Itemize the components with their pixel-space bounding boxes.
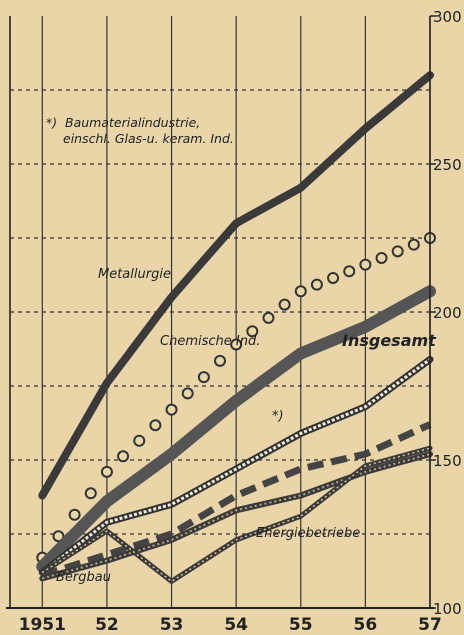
- series-line-1-point: [310, 278, 323, 291]
- series-line-0: [38, 71, 434, 500]
- series-line-3-inner: [41, 358, 431, 574]
- series-line-1-point: [278, 298, 291, 311]
- series-lines: [36, 71, 436, 584]
- x-tick-label: 54: [224, 615, 248, 635]
- x-tick-label: 56: [354, 615, 378, 635]
- series-line-1-point: [117, 450, 130, 463]
- label-bergbau: Bergbau: [56, 570, 111, 585]
- x-tick-label: 53: [160, 615, 184, 635]
- label-baumaterial: *): [272, 409, 284, 424]
- series-line-1-point: [181, 387, 194, 400]
- x-tick-label: 57: [418, 615, 442, 635]
- series-line-1-point: [149, 419, 162, 432]
- series-line-5-inner: [42, 453, 431, 580]
- series-line-4: [41, 421, 432, 579]
- axes: 100 150 200 250 300 1951 52 53 54 55 56 57: [6, 8, 462, 635]
- series-line-1-point: [294, 285, 307, 298]
- y-tick-label: 300: [433, 8, 462, 26]
- footnote-marker: *): [46, 115, 57, 130]
- series-line-1-point: [68, 508, 81, 521]
- series-line-1-point: [246, 325, 259, 338]
- y-tick-label: 250: [433, 156, 462, 174]
- series-line-1-point: [375, 251, 388, 264]
- series-line-1-point: [327, 271, 340, 284]
- x-tick-label: 55: [289, 615, 313, 635]
- series-line-1-point: [52, 530, 65, 543]
- series-line-2: [36, 285, 436, 573]
- footnote-line2: einschl. Glas-u. keram. Ind.: [63, 131, 234, 146]
- series-line-1-point: [343, 265, 356, 278]
- label-energiebetriebe: Energiebetriebe: [256, 526, 360, 541]
- y-tick-label: 200: [433, 304, 462, 322]
- label-insgesamt: Insgesamt: [342, 331, 437, 350]
- series-line-1-point: [165, 403, 178, 416]
- label-metallurgie: Metallurgie: [98, 267, 171, 282]
- x-tick-label: 52: [95, 615, 119, 635]
- series-line-1-point: [84, 487, 97, 500]
- y-tick-label: 100: [433, 600, 462, 618]
- series-line-1-point: [391, 245, 404, 258]
- series-line-1-point: [133, 434, 146, 447]
- series-line-6-inner: [41, 447, 431, 583]
- footnote-line1: Baumaterialindustrie,: [65, 115, 200, 130]
- series-line-1-point: [214, 354, 226, 367]
- series-line-1-point: [407, 238, 420, 251]
- x-tick-label: 1951: [19, 615, 66, 635]
- series-line-1-point: [197, 371, 210, 384]
- series-line-1-point: [230, 338, 243, 351]
- series-line-1-point: [359, 258, 372, 271]
- series-line-1-point: [262, 311, 275, 324]
- y-tick-label: 150: [433, 452, 462, 470]
- series-line-1-point: [100, 465, 113, 478]
- label-chemische-ind: Chemische Ind.: [160, 334, 260, 349]
